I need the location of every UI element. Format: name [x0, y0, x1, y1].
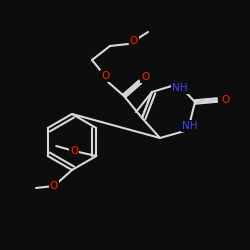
Text: O: O: [141, 72, 149, 82]
Text: O: O: [50, 181, 58, 191]
Text: NH: NH: [182, 121, 198, 131]
Text: O: O: [221, 95, 229, 105]
Text: O: O: [101, 71, 109, 81]
Text: O: O: [130, 36, 138, 46]
Text: NH: NH: [172, 83, 188, 93]
Text: O: O: [70, 146, 78, 156]
